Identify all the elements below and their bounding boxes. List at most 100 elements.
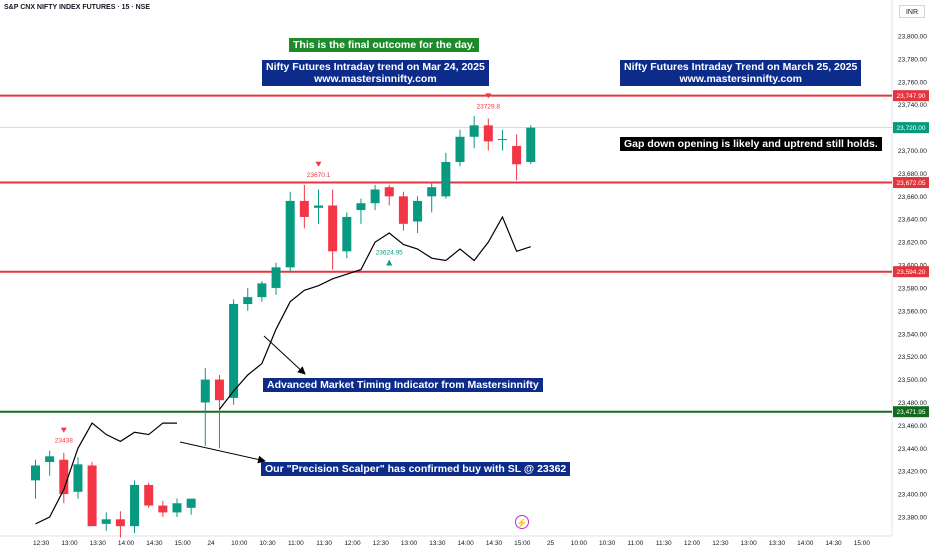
candle-body [271,267,281,288]
y-tick-label: 23,500.00 [898,377,927,384]
indicator-text: Advanced Market Timing Indicator from Ma… [267,379,539,391]
candle-body [243,297,253,304]
arrow-to-indicator [263,335,306,375]
lightning-icon[interactable]: ⚡ [515,515,529,529]
candle-body [214,379,224,401]
candle-body [342,216,352,252]
candle-body [427,187,437,197]
y-tick-label: 23,480.00 [898,400,927,407]
level-price-tag [893,406,929,418]
sell-signal-label: 23729.8 [477,103,501,110]
x-tick-label: 14:30 [825,540,842,547]
level-price-label: 23,471.95 [897,409,926,416]
candle-body [200,379,210,403]
y-tick-label: 23,440.00 [898,446,927,453]
y-tick-label: 23,640.00 [898,217,927,224]
currency-button[interactable]: INR [899,5,925,18]
candle-body [441,161,451,197]
sell-signal-marker [60,427,67,433]
candle-body [115,519,125,527]
y-tick-label: 23,520.00 [898,354,927,361]
sell-signal-label: 23438 [55,438,73,445]
x-tick-label: 12:00 [684,540,701,547]
candle-body [356,203,366,211]
candle-body [130,484,140,527]
candle-body [328,205,338,252]
trend-mar24-note: Nifty Futures Intraday trend on Mar 24, … [262,60,489,86]
candle-body [229,303,239,398]
y-tick-label: 23,460.00 [898,423,927,430]
y-tick-label: 23,680.00 [898,171,927,178]
candle-body [101,519,111,524]
symbol-title: S&P CNX NIFTY INDEX FUTURES · 15 · NSE [4,4,150,11]
x-tick-label: 13:30 [769,540,786,547]
level-price-tag [893,177,929,189]
candle-body [73,464,83,492]
precision-scalper-text: Our "Precision Scalper" has confirmed bu… [265,463,567,475]
arrow-to-scalper [179,441,266,464]
y-tick-label: 23,600.00 [898,263,927,270]
y-tick-label: 23,400.00 [898,492,927,499]
x-tick-label: 12:30 [712,540,729,547]
indicator-note: Advanced Market Timing Indicator from Ma… [263,378,543,392]
y-tick-label: 23,540.00 [898,331,927,338]
y-tick-label: 23,780.00 [898,56,927,63]
candle-body [526,127,536,162]
y-tick-label: 23,420.00 [898,469,927,476]
trend-mar24-title: Nifty Futures Intraday trend on Mar 24, … [266,61,485,73]
level-price-label: 23,672.05 [897,180,926,187]
trend-mar24-url: www.mastersinnifty.com [314,73,437,85]
candle-body [144,484,154,506]
sell-signal-marker [485,93,492,99]
trend-mar25-title: Nifty Futures Intraday Trend on March 25… [624,61,858,73]
final-outcome-note: This is the final outcome for the day. [289,38,479,52]
candle-body [469,125,479,137]
candle-body [455,136,465,162]
x-tick-label: 12:00 [344,540,361,547]
candle-body [31,465,40,481]
x-tick-label: 15:00 [854,540,871,547]
x-tick-label: 14:30 [486,540,503,547]
x-tick-label: 10:30 [259,540,276,547]
x-tick-label: 12:30 [373,540,390,547]
x-tick-label: 13:00 [401,540,418,547]
x-tick-label: 13:00 [61,540,78,547]
y-tick-label: 23,620.00 [898,240,927,247]
x-tick-label: 15:00 [175,540,192,547]
candle-body [384,187,394,197]
candle-body [398,196,408,224]
x-tick-label: 10:00 [231,540,248,547]
x-tick-label: 15:00 [514,540,531,547]
x-tick-label: 14:00 [118,540,135,547]
x-tick-label: 13:30 [90,540,107,547]
x-tick-label: 14:30 [146,540,163,547]
buy-signal-label: 23624.95 [376,249,403,256]
candle-body [370,189,380,204]
x-tick-label: 10:30 [599,540,616,547]
candle-body [158,505,168,513]
candle-body [59,459,69,495]
candle-body [497,139,507,141]
candle-body [413,200,423,222]
candle-body [87,465,97,527]
candle-body [257,283,267,298]
y-tick-label: 23,700.00 [898,148,927,155]
timing-indicator-line [35,422,177,525]
level-price-label: 23,594.20 [897,269,926,276]
current-price-label: 23,720.00 [897,125,926,132]
candle-body [285,200,295,268]
x-tick-label: 11:00 [288,540,304,547]
level-price-label: 23,747.90 [897,93,926,100]
final-outcome-text: This is the final outcome for the day. [293,39,475,51]
x-tick-label: 12:30 [33,540,50,547]
trend-mar25-url: www.mastersinnifty.com [679,73,802,85]
y-tick-label: 23,660.00 [898,194,927,201]
candle-body [172,503,182,513]
sell-signal-marker [315,161,322,167]
precision-scalper-note: Our "Precision Scalper" has confirmed bu… [261,462,571,476]
x-tick-label: 11:00 [628,540,644,547]
trend-mar25-note: Nifty Futures Intraday Trend on March 25… [620,60,862,86]
y-tick-label: 23,740.00 [898,102,927,109]
timing-indicator-line [218,215,531,410]
